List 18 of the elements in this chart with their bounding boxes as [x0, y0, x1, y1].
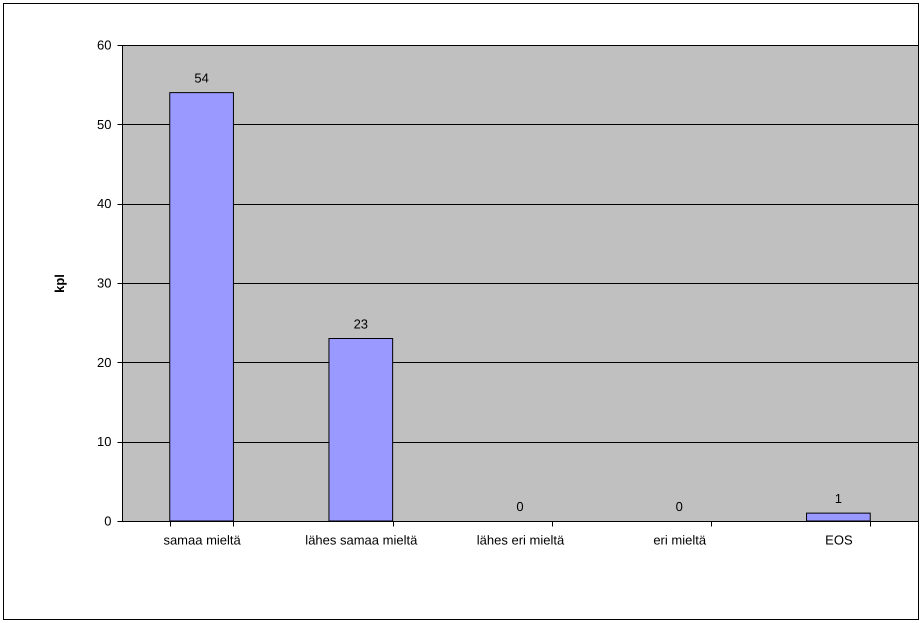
x-tick-label: lähes samaa mieltä — [305, 532, 418, 548]
x-tick-label: lähes eri mieltä — [476, 532, 565, 548]
y-tick-label: 0 — [104, 514, 112, 528]
x-tick-label: samaa mieltä — [163, 532, 242, 548]
y-axis-title: kpl — [52, 274, 68, 293]
y-tick-label: 40 — [97, 196, 112, 212]
y-tick-label: 60 — [97, 38, 112, 52]
data-label: 54 — [194, 70, 209, 86]
x-tick-label: EOS — [825, 532, 853, 548]
data-label: 0 — [516, 499, 524, 514]
y-tick-label: 30 — [97, 276, 112, 290]
data-label: 0 — [676, 499, 683, 514]
y-tick-label: 50 — [97, 116, 112, 132]
y-tick-label: 10 — [97, 434, 112, 450]
y-tick-label: 20 — [97, 354, 112, 370]
data-label: 23 — [354, 316, 368, 332]
x-tick-label: eri mieltä — [653, 532, 707, 548]
data-label: 1 — [834, 491, 842, 506]
